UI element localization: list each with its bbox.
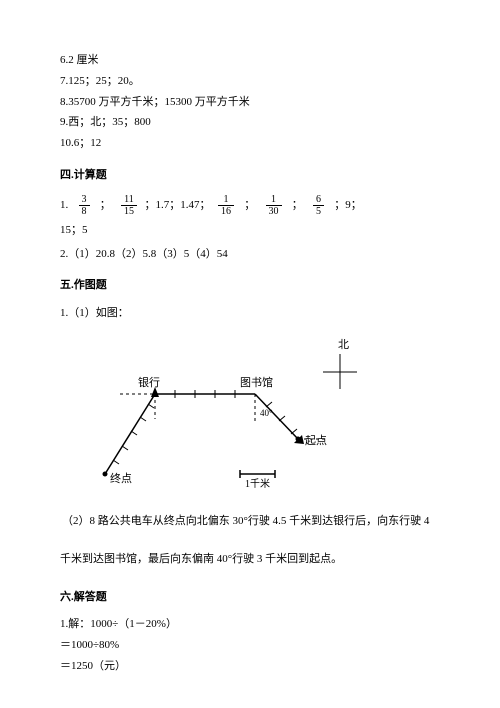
frac-1: 38 (79, 194, 90, 217)
scale-label: 1千米 (245, 477, 270, 490)
calc-q1-line1: 1. 38 ； 1115 ；1.7；1.47； 116 ； 130 ； 65 ；… (60, 194, 440, 217)
tick-marks (113, 390, 297, 464)
sep3: ； (292, 199, 303, 211)
frac-2: 1115 (121, 194, 137, 217)
q1-prefix: 1. (60, 199, 68, 211)
scale-bar: 1千米 (240, 470, 275, 490)
frac-5: 65 (313, 194, 324, 217)
answer-10: 10.6；12 (60, 134, 440, 154)
section6-l2: ＝1000÷80% (60, 636, 440, 656)
answer-7: 7.125；25；20。 (60, 72, 440, 92)
section6-l3: ＝1250（元） (60, 657, 440, 677)
north-label: 北 (338, 338, 349, 351)
compass-icon: 北 (323, 338, 357, 389)
section5-q1: 1.（1）如图： (60, 304, 440, 324)
answer-6: 6.2 厘米 (60, 51, 440, 71)
route-diagram: 北 银行 图书馆 终点 起点 40° 1千米 (80, 334, 380, 494)
sep1: ； (100, 199, 111, 211)
section6-title: 六.解答题 (60, 588, 440, 608)
angle-label: 40° (260, 408, 273, 418)
bank-label: 银行 (138, 375, 160, 389)
section5-desc1: （2）8 路公共电车从终点向北偏东 30°行驶 4.5 千米到达银行后，向东行驶… (62, 512, 440, 532)
tail-text: ；9； (334, 199, 362, 211)
end-label: 终点 (110, 471, 132, 485)
sep2: ； (244, 199, 255, 211)
calc-q2: 2.（1）20.8（2）5.8（3）5（4）54 (60, 245, 440, 265)
answer-9: 9.西；北；35；800 (60, 113, 440, 133)
edge-end-bank (105, 394, 155, 474)
frac-4: 130 (266, 194, 282, 217)
section4-title: 四.计算题 (60, 166, 440, 186)
library-label: 图书馆 (240, 375, 273, 389)
section6-l1: 1.解：1000÷（1－20%） (60, 615, 440, 635)
mid-text: ；1.7；1.47； (145, 199, 211, 211)
node-end (103, 471, 108, 476)
section5-desc2: 千米到达图书馆，最后向东偏南 40°行驶 3 千米回到起点。 (60, 550, 440, 570)
section5-title: 五.作图题 (60, 276, 440, 296)
start-label: 起点 (305, 434, 327, 447)
answer-8: 8.35700 万平方千米；15300 万平方千米 (60, 93, 440, 113)
frac-3: 116 (218, 194, 234, 217)
calc-q1-line2: 15；5 (60, 221, 440, 241)
